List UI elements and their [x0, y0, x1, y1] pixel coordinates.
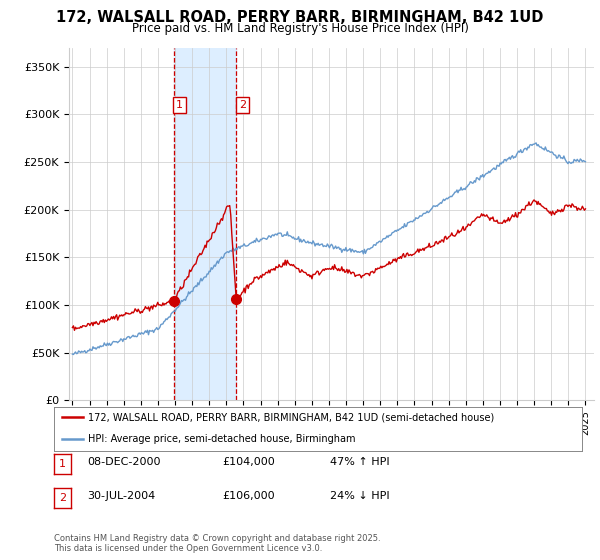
Text: 47% ↑ HPI: 47% ↑ HPI — [330, 457, 389, 467]
Text: 1: 1 — [59, 459, 66, 469]
Text: 2: 2 — [59, 493, 66, 503]
Text: 08-DEC-2000: 08-DEC-2000 — [87, 457, 161, 467]
Text: £104,000: £104,000 — [222, 457, 275, 467]
Text: 1: 1 — [176, 100, 183, 110]
Text: 30-JUL-2004: 30-JUL-2004 — [87, 491, 155, 501]
Text: 24% ↓ HPI: 24% ↓ HPI — [330, 491, 389, 501]
Text: 172, WALSALL ROAD, PERRY BARR, BIRMINGHAM, B42 1UD (semi-detached house): 172, WALSALL ROAD, PERRY BARR, BIRMINGHA… — [88, 412, 494, 422]
Text: £106,000: £106,000 — [222, 491, 275, 501]
Text: HPI: Average price, semi-detached house, Birmingham: HPI: Average price, semi-detached house,… — [88, 433, 356, 444]
Text: Contains HM Land Registry data © Crown copyright and database right 2025.
This d: Contains HM Land Registry data © Crown c… — [54, 534, 380, 553]
Bar — [173, 48, 236, 400]
Text: 2: 2 — [239, 100, 246, 110]
Text: Price paid vs. HM Land Registry's House Price Index (HPI): Price paid vs. HM Land Registry's House … — [131, 22, 469, 35]
Text: 172, WALSALL ROAD, PERRY BARR, BIRMINGHAM, B42 1UD: 172, WALSALL ROAD, PERRY BARR, BIRMINGHA… — [56, 10, 544, 25]
